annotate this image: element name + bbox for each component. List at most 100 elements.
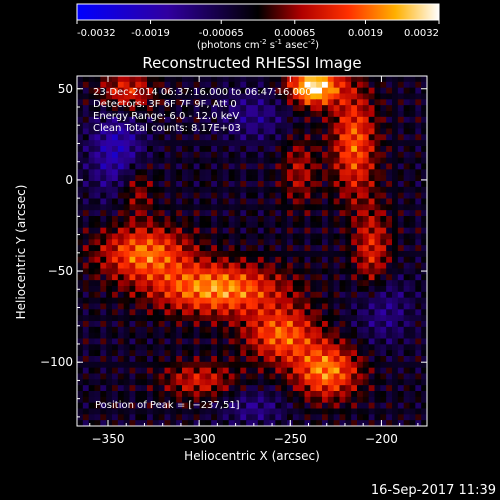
heatmap-cell (380, 239, 387, 246)
heatmap-cell (199, 116, 206, 124)
heatmap-cell (292, 391, 300, 398)
heatmap-cell (427, 164, 433, 170)
heatmap-cell (351, 216, 358, 223)
heatmap-cell (123, 391, 131, 398)
heatmap-cell (298, 396, 306, 404)
heatmap-cell (176, 169, 183, 176)
heatmap-cell (327, 157, 335, 165)
heatmap-cell (397, 146, 405, 153)
heatmap-cell (187, 175, 195, 182)
heatmap-cell (409, 146, 416, 153)
heatmap-cell (397, 99, 405, 106)
heatmap-cell (217, 297, 224, 305)
heatmap-cell (199, 356, 206, 363)
heatmap-cell (403, 111, 411, 118)
heatmap-cell (287, 192, 294, 200)
heatmap-cell (205, 309, 212, 316)
heatmap-cell (351, 181, 358, 188)
heatmap-cell (246, 379, 253, 386)
heatmap-cell (403, 402, 411, 410)
heatmap-cell (100, 204, 107, 211)
heatmap-cell (380, 221, 387, 229)
heatmap-cell (234, 146, 241, 153)
heatmap-cell (193, 338, 201, 345)
heatmap-cell (287, 356, 294, 363)
heatmap-cell (193, 356, 201, 363)
heatmap-cell (310, 175, 317, 182)
heatmap-cell (199, 361, 206, 369)
heatmap-cell (357, 402, 364, 410)
heatmap-cell (135, 321, 142, 328)
heatmap-cell (263, 221, 271, 229)
heatmap-cell (316, 76, 323, 83)
heatmap-cell (281, 233, 288, 240)
heatmap-cell (357, 146, 364, 153)
heatmap-cell (397, 169, 405, 176)
heatmap-cell (147, 192, 154, 200)
heatmap-cell (351, 198, 358, 205)
heatmap-cell (415, 116, 422, 124)
heatmap-cell (403, 210, 411, 217)
heatmap-cell (106, 81, 113, 89)
heatmap-cell (187, 216, 195, 223)
heatmap-cell (397, 128, 405, 135)
heatmap-cell (386, 93, 393, 100)
heatmap-cell (304, 81, 311, 89)
heatmap-cell (322, 116, 329, 124)
heatmap-cell (333, 379, 341, 386)
heatmap-cell (327, 291, 335, 299)
heatmap-cell (141, 239, 148, 246)
heatmap-cell (327, 385, 335, 392)
heatmap-cell (211, 367, 218, 375)
heatmap-cell (292, 140, 300, 147)
heatmap-cell (351, 151, 358, 159)
heatmap-cell (77, 315, 84, 322)
heatmap-cell (106, 210, 113, 217)
heatmap-cell (88, 122, 96, 130)
heatmap-cell (386, 251, 393, 258)
heatmap-cell (182, 402, 189, 410)
heatmap-cell (252, 198, 259, 205)
heatmap-cell (205, 367, 212, 375)
heatmap-cell (351, 396, 358, 404)
heatmap-cell (374, 221, 381, 229)
heatmap-cell (275, 134, 282, 141)
heatmap-cell (351, 128, 358, 135)
heatmap-cell (351, 251, 358, 258)
heatmap-cell (386, 414, 393, 421)
heatmap-cell (421, 93, 427, 100)
heatmap-cell (205, 122, 212, 130)
heatmap-cell (135, 87, 142, 95)
heatmap-cell (275, 181, 282, 188)
heatmap-cell (368, 128, 376, 135)
heatmap-cell (205, 297, 212, 305)
heatmap-cell (287, 309, 294, 316)
heatmap-cell (77, 274, 84, 281)
heatmap-cell (322, 338, 329, 345)
heatmap-cell (269, 245, 276, 252)
heatmap-cell (269, 116, 276, 124)
heatmap-cell (322, 256, 329, 264)
heatmap-cell (147, 297, 154, 305)
heatmap-cell (397, 192, 405, 200)
heatmap-cell (176, 256, 183, 264)
heatmap-cell (176, 291, 183, 299)
heatmap-cell (228, 286, 236, 293)
heatmap-cell (310, 280, 317, 287)
heatmap-cell (409, 350, 416, 357)
heatmap-cell (333, 146, 341, 153)
heatmap-cell (304, 134, 311, 141)
heatmap-cell (257, 402, 265, 410)
heatmap-cell (94, 274, 101, 281)
heatmap-cell (298, 280, 306, 287)
heatmap-cell (240, 286, 247, 293)
heatmap-cell (287, 105, 294, 112)
heatmap-cell (392, 198, 399, 205)
heatmap-cell (339, 216, 346, 223)
heatmap-cell (415, 93, 422, 100)
heatmap-cell (170, 76, 177, 83)
heatmap-cell (310, 239, 317, 246)
heatmap-cell (310, 414, 317, 421)
heatmap-cell (129, 163, 136, 170)
heatmap-cell (77, 239, 84, 246)
